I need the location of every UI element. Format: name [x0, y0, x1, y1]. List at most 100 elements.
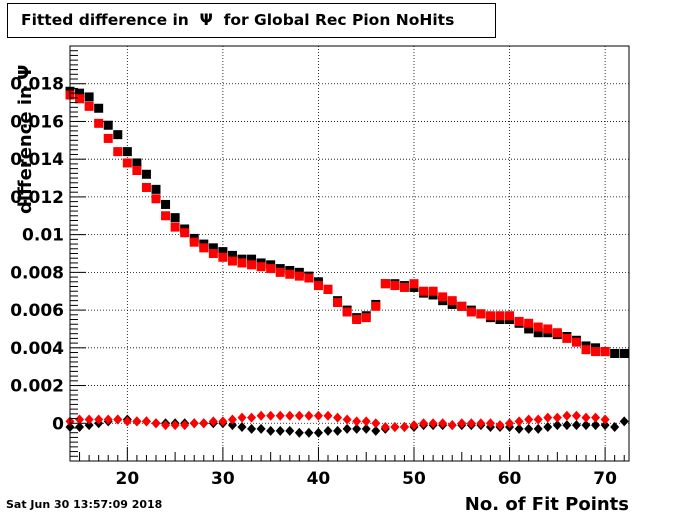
- data-point-square: [380, 279, 390, 289]
- data-point-square: [170, 213, 180, 223]
- data-point-diamond: [552, 412, 562, 423]
- data-point-square: [581, 345, 591, 355]
- data-point-diamond: [438, 418, 448, 429]
- data-point-diamond: [524, 414, 534, 425]
- y-tick-label: 0.012: [10, 188, 64, 208]
- data-point-diamond: [285, 410, 295, 421]
- data-point-square: [180, 228, 190, 238]
- data-point-square: [524, 324, 534, 334]
- data-point-square: [218, 247, 228, 257]
- data-point-square: [495, 311, 505, 321]
- data-point-diamond: [419, 418, 429, 429]
- data-point-diamond: [313, 410, 323, 421]
- data-point-square: [476, 309, 486, 319]
- data-point-diamond: [323, 425, 333, 436]
- data-point-square: [600, 347, 610, 357]
- data-point-diamond: [505, 418, 515, 429]
- data-point-square: [285, 269, 295, 279]
- data-point-diamond: [266, 425, 276, 436]
- data-point-square: [505, 311, 515, 321]
- data-point-square: [447, 296, 457, 306]
- data-point-diamond: [247, 412, 257, 423]
- data-series: [65, 86, 629, 438]
- data-point-diamond: [552, 420, 562, 431]
- data-point-square: [132, 166, 142, 175]
- x-tick-label: 60: [498, 469, 522, 489]
- data-point-square: [84, 101, 94, 111]
- data-point-square: [352, 315, 362, 325]
- data-point-square: [208, 243, 218, 253]
- data-point-square: [333, 298, 343, 308]
- data-point-diamond: [485, 418, 495, 429]
- y-tick-label: 0.008: [10, 263, 64, 283]
- data-point-diamond: [371, 418, 381, 429]
- data-point-square: [151, 194, 161, 204]
- x-axis-label: No. of Fit Points: [465, 494, 629, 514]
- data-point-diamond: [313, 427, 323, 438]
- data-point-diamond: [524, 423, 534, 434]
- data-point-diamond: [256, 423, 266, 434]
- data-point-square: [466, 307, 476, 317]
- data-point-diamond: [237, 412, 247, 423]
- data-point-square: [514, 316, 524, 326]
- data-point-diamond: [447, 420, 457, 431]
- x-tick-label: 50: [402, 469, 426, 489]
- data-point-diamond: [256, 410, 266, 421]
- data-point-square: [266, 264, 276, 274]
- y-tick-label: 0.01: [22, 226, 64, 246]
- data-point-square: [227, 256, 237, 266]
- data-point-diamond: [371, 425, 381, 436]
- data-point-diamond: [294, 427, 304, 438]
- data-point-square: [103, 120, 113, 130]
- data-point-diamond: [457, 418, 467, 429]
- data-point-diamond: [591, 412, 601, 423]
- data-point-diamond: [180, 420, 190, 431]
- x-tick-label: 30: [211, 469, 235, 489]
- data-point-diamond: [361, 416, 371, 427]
- data-point-diamond: [390, 422, 400, 433]
- data-point-square: [438, 292, 448, 302]
- data-point-diamond: [399, 422, 409, 433]
- data-point-diamond: [591, 420, 601, 431]
- data-point-diamond: [342, 414, 352, 425]
- y-tick-label: 0: [52, 414, 64, 434]
- data-point-square: [199, 243, 209, 253]
- y-tick-label: 0.006: [10, 301, 64, 321]
- data-point-diamond: [352, 423, 362, 434]
- data-point-square: [113, 130, 123, 140]
- data-point-square: [552, 328, 562, 338]
- timestamp: Sat Jun 30 13:57:09 2018: [6, 498, 163, 511]
- data-point-diamond: [237, 422, 247, 433]
- data-point-square: [161, 199, 171, 209]
- data-point-square: [208, 249, 218, 258]
- data-point-diamond: [227, 420, 237, 431]
- data-point-diamond: [562, 420, 572, 431]
- data-point-diamond: [619, 416, 629, 427]
- data-point-square: [275, 267, 285, 277]
- data-point-diamond: [610, 422, 620, 433]
- data-point-diamond: [285, 425, 295, 436]
- data-point-diamond: [323, 410, 333, 421]
- data-point-square: [342, 307, 352, 317]
- y-axis-label: difference in Ψ: [15, 65, 36, 214]
- data-point-diamond: [533, 414, 543, 425]
- data-point-diamond: [227, 414, 237, 425]
- data-point-square: [304, 273, 314, 283]
- data-point-diamond: [562, 410, 572, 421]
- data-point-square: [543, 324, 553, 334]
- data-point-diamond: [275, 425, 285, 436]
- y-tick-label: 0.016: [10, 112, 64, 132]
- data-point-square: [313, 281, 323, 291]
- data-point-square: [485, 311, 495, 321]
- data-point-diamond: [151, 418, 161, 429]
- data-point-diamond: [170, 420, 180, 431]
- data-point-diamond: [275, 410, 285, 421]
- data-point-square: [170, 222, 180, 232]
- data-point-square: [75, 88, 85, 98]
- data-point-square: [256, 262, 266, 272]
- data-point-square: [399, 282, 409, 292]
- data-point-square: [189, 237, 199, 247]
- data-point-square: [591, 347, 601, 357]
- data-point-square: [524, 318, 534, 328]
